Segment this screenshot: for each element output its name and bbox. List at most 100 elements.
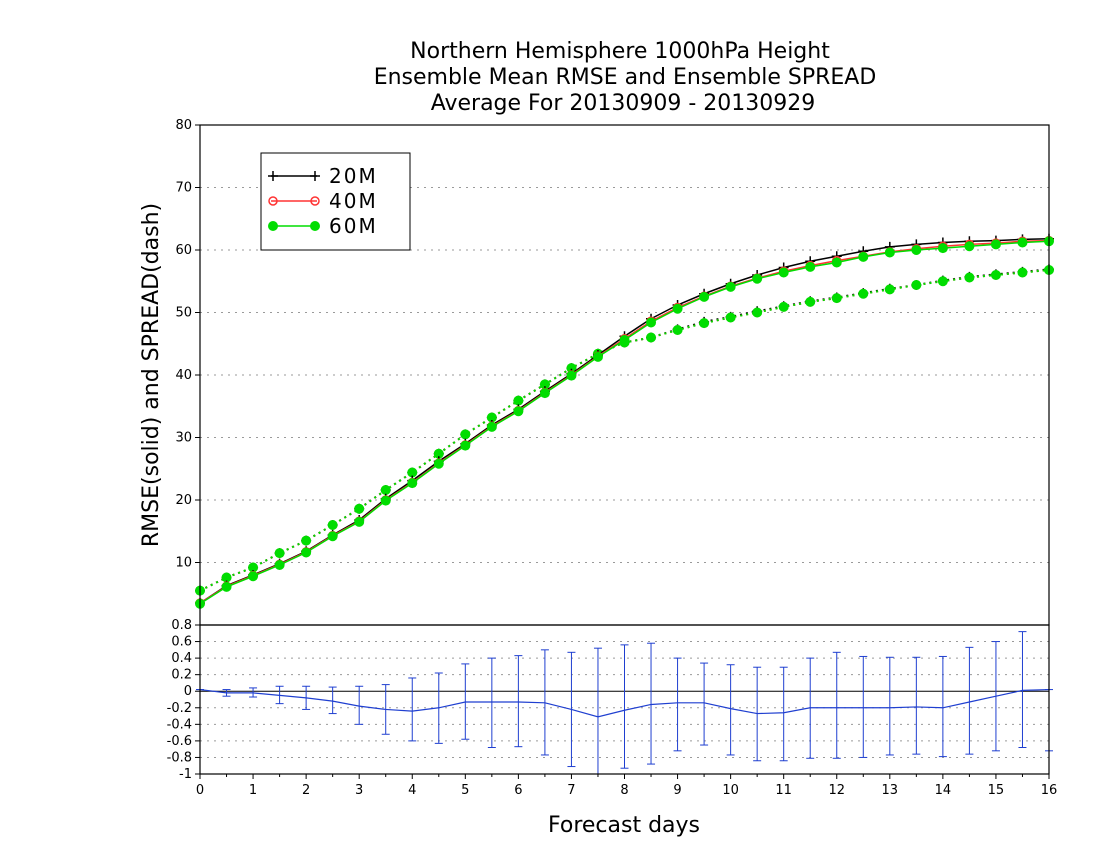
legend-item-60M: 60M <box>268 214 376 238</box>
legend-marker-60M <box>268 221 320 231</box>
rmse-point-60M-21 <box>752 273 763 284</box>
top-ytick-label-50: 50 <box>175 306 192 321</box>
rmse-point-60M-25 <box>858 251 869 262</box>
series-rmse-20M <box>195 233 1054 609</box>
series-spread-60M <box>195 265 1054 596</box>
xtick-label-15: 15 <box>988 783 1005 798</box>
xtick-label-7: 7 <box>567 783 575 798</box>
rmse-point-60M-17 <box>646 317 657 328</box>
rmse-point-60M-20 <box>725 281 736 292</box>
spread-point-60M-1 <box>221 572 232 583</box>
error-bar-16 <box>620 644 629 769</box>
xtick-label-13: 13 <box>882 783 899 798</box>
bottom-ytick-label-5: 0 <box>184 684 192 699</box>
chart-title: Northern Hemisphere 1000hPa Height Ensem… <box>374 39 877 116</box>
spread-point-60M-4 <box>301 535 312 546</box>
xtick-label-11: 11 <box>775 783 792 798</box>
bottom-ytick-label-1: -0.8 <box>167 750 192 765</box>
top-panel-series <box>195 233 1054 609</box>
spread-point-60M-3 <box>274 548 285 559</box>
error-bar-5 <box>328 686 337 715</box>
x-axis-label: Forecast days <box>548 813 700 838</box>
rmse-point-60M-31 <box>1017 237 1028 248</box>
legend-label-20M: 20M <box>329 164 378 188</box>
error-bar-27 <box>912 656 921 755</box>
xtick-label-0: 0 <box>196 783 204 798</box>
rmse-point-60M-24 <box>831 257 842 268</box>
error-bar-20 <box>726 664 735 756</box>
error-bar-8 <box>408 677 417 742</box>
rmse-point-60M-29 <box>964 241 975 252</box>
spread-point-60M-25 <box>858 288 869 299</box>
xtick-label-4: 4 <box>408 783 416 798</box>
xtick-label-3: 3 <box>355 783 363 798</box>
legend-marker-20M-left <box>268 171 278 181</box>
bottom-ytick-label-8: 0.6 <box>171 635 192 650</box>
xtick-label-8: 8 <box>620 783 628 798</box>
xtick-label-10: 10 <box>722 783 739 798</box>
rmse-point-60M-22 <box>778 267 789 278</box>
spread-point-60M-8 <box>407 467 418 478</box>
legend-marker-20M-right <box>310 171 320 181</box>
spread-point-60M-28 <box>937 276 948 287</box>
spread-point-60M-14 <box>566 363 577 374</box>
spread-point-60M-20 <box>725 312 736 323</box>
rmse-line-60M <box>199 240 1050 605</box>
spread-point-60M-2 <box>248 562 259 573</box>
bottom-ytick-label-6: 0.2 <box>171 668 192 683</box>
legend-marker-40M <box>268 196 320 206</box>
bottom-ytick-label-3: -0.4 <box>167 717 192 732</box>
rmse-point-60M-27 <box>911 245 922 255</box>
spread-point-60M-24 <box>831 293 842 304</box>
xtick-label-12: 12 <box>828 783 845 798</box>
legend-marker-60M-right <box>310 221 320 231</box>
rmse-point-60M-5 <box>327 531 338 542</box>
spread-line-20M <box>199 268 1050 592</box>
rmse-point-60M-4 <box>301 547 312 558</box>
axes <box>195 124 1050 779</box>
error-bar-24 <box>832 651 841 759</box>
rmse-point-60M-13 <box>539 388 550 399</box>
title-line-2: Ensemble Mean RMSE and Ensemble SPREAD <box>374 65 877 90</box>
series-rmse-40M <box>195 235 1054 608</box>
legend-item-40M: 40M <box>268 189 376 213</box>
legend: 20M 40M 60M <box>260 152 411 251</box>
bottom-ytick-label-0: -1 <box>179 767 192 782</box>
spread-point-60M-5 <box>327 520 338 530</box>
rmse-point-60M-19 <box>699 291 710 302</box>
error-bar-29 <box>965 646 974 755</box>
rmse-line-20M <box>199 238 1050 604</box>
spread-point-60M-18 <box>672 325 683 335</box>
top-ytick-label-10: 10 <box>175 556 192 571</box>
rmse-point-60M-9 <box>433 458 444 469</box>
bottom-ytick-label-7: 0.4 <box>171 651 192 666</box>
rmse-point-60M-7 <box>380 495 391 506</box>
rmse-point-60M-18 <box>672 303 683 314</box>
legend-item-20M: 20M <box>268 164 378 188</box>
spread-point-60M-26 <box>884 284 895 295</box>
rmse-point-60M-1 <box>221 581 232 592</box>
spread-line-40M <box>199 269 1050 592</box>
error-bar-26 <box>885 656 894 756</box>
spread-point-60M-13 <box>539 379 550 390</box>
spread-point-60M-6 <box>354 503 365 514</box>
top-ytick-label-20: 20 <box>175 493 192 508</box>
bottom-panel-series <box>196 631 1053 775</box>
rmse-point-60M-3 <box>274 560 285 570</box>
series-spread-40M <box>195 265 1054 596</box>
top-ytick-label-70: 70 <box>175 181 192 196</box>
bottom-ytick-label-9: 0.8 <box>171 618 192 633</box>
rmse-point-60M-30 <box>990 239 1001 250</box>
error-bar-18 <box>673 657 682 752</box>
xtick-label-1: 1 <box>249 783 257 798</box>
tick-labels: 1020304050607080-1-0.8-0.6-0.4-0.200.20.… <box>167 118 1058 798</box>
error-bar-28 <box>938 655 947 758</box>
error-bar-15 <box>593 647 602 775</box>
rmse-point-60M-11 <box>486 421 497 432</box>
spread-point-60M-23 <box>805 296 816 307</box>
spread-point-60M-12 <box>513 395 524 406</box>
error-bar-11 <box>487 657 496 749</box>
error-bar-22 <box>779 666 788 762</box>
